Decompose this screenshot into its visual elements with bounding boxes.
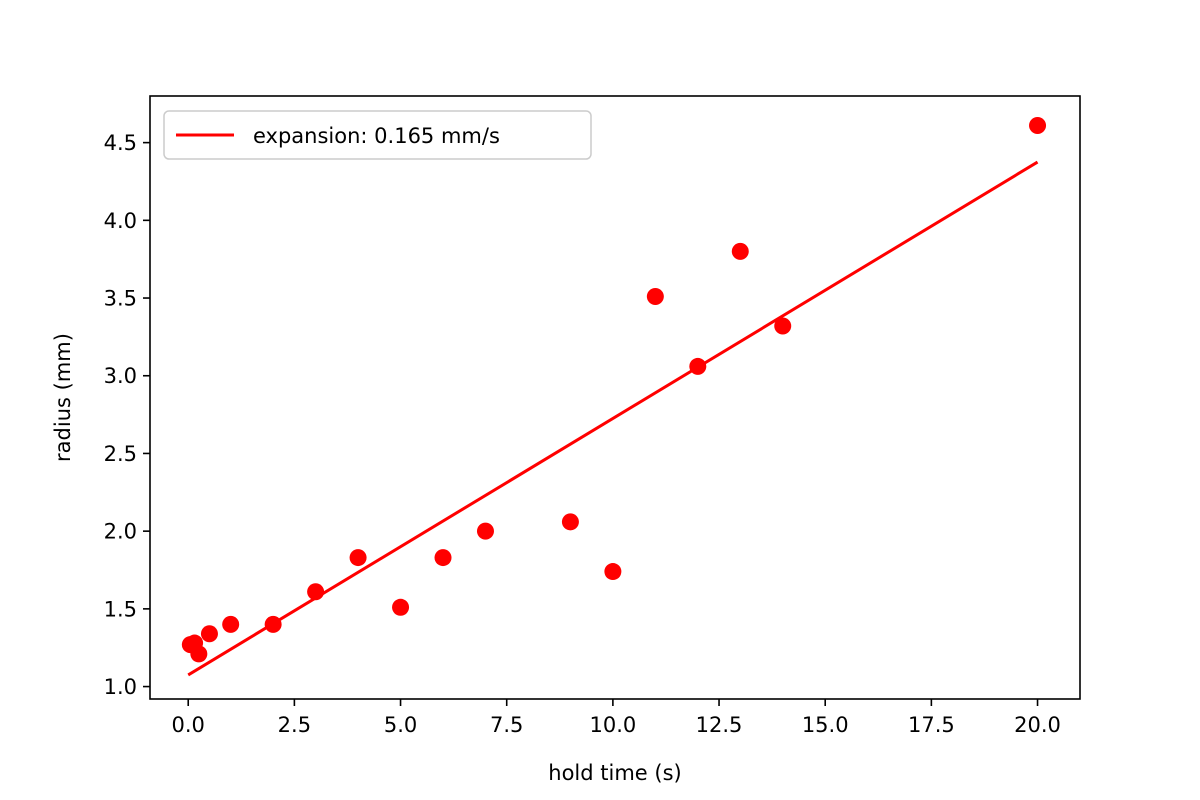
data-point <box>731 242 749 260</box>
data-point <box>264 615 282 633</box>
x-tick-label: 17.5 <box>908 713 955 737</box>
fit-line-layer <box>187 160 1039 677</box>
plot-frame <box>149 95 1081 700</box>
legend-label: expansion: 0.165 mm/s <box>253 124 500 148</box>
data-point <box>476 522 494 540</box>
data-point <box>774 317 792 335</box>
x-tick-label: 2.5 <box>278 713 311 737</box>
y-tick-label: 2.5 <box>104 442 137 466</box>
y-tick-label: 4.5 <box>104 131 137 155</box>
data-point <box>646 287 664 305</box>
x-tick-label: 0.0 <box>172 713 205 737</box>
x-tick-label: 5.0 <box>384 713 417 737</box>
x-tick-label: 7.5 <box>490 713 523 737</box>
legend: expansion: 0.165 mm/s <box>163 110 592 160</box>
x-tick-label: 20.0 <box>1014 713 1061 737</box>
data-point <box>561 513 579 531</box>
y-tick-label: 1.0 <box>104 675 137 699</box>
x-axis-ticks: 0.0 2.5 5.0 7.5 10.0 12.5 15.0 17.5 20.0 <box>172 699 1061 737</box>
y-tick-label: 3.5 <box>104 287 137 311</box>
data-point <box>307 583 325 601</box>
y-tick-label: 4.0 <box>104 209 137 233</box>
legend-box <box>163 110 592 160</box>
data-point <box>434 549 452 567</box>
data-point <box>689 357 707 375</box>
data-point <box>222 615 240 633</box>
y-axis-ticks: 1.0 1.5 2.0 2.5 3.0 3.5 4.0 4.5 <box>104 131 150 699</box>
y-tick-label: 1.5 <box>104 597 137 621</box>
data-point <box>604 563 622 581</box>
y-axis-label: radius (mm) <box>51 333 75 462</box>
data-points-layer <box>181 117 1047 663</box>
data-point <box>190 645 208 663</box>
y-tick-label: 2.0 <box>104 520 137 544</box>
fit-line <box>187 160 1039 677</box>
x-tick-label: 12.5 <box>696 713 743 737</box>
x-tick-label: 10.0 <box>589 713 636 737</box>
data-point <box>349 549 367 567</box>
data-point <box>200 625 218 643</box>
y-tick-label: 3.0 <box>104 364 137 388</box>
x-tick-label: 15.0 <box>802 713 849 737</box>
data-point <box>1029 117 1047 135</box>
x-axis-label: hold time (s) <box>548 761 681 785</box>
data-point <box>392 598 410 616</box>
